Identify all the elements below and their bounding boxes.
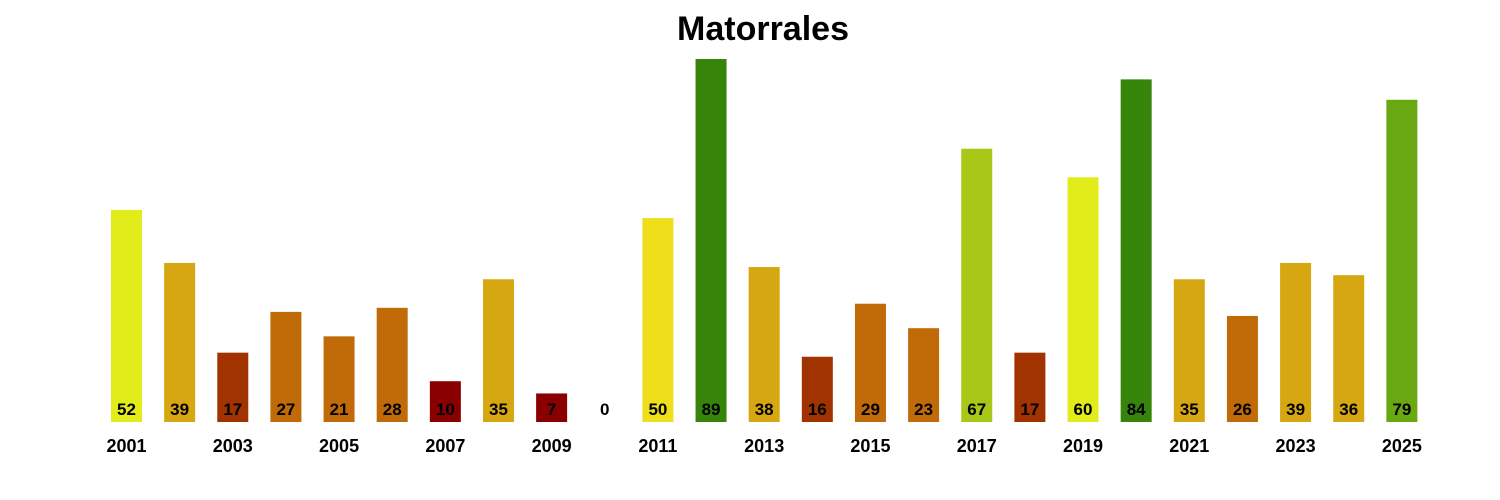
x-tick-label: 2003 xyxy=(213,436,253,456)
bar-value-label: 26 xyxy=(1233,400,1252,419)
bar-value-label: 27 xyxy=(276,400,295,419)
chart-title: Matorrales xyxy=(677,10,849,48)
bar-value-label: 10 xyxy=(436,400,455,419)
bar-2003 xyxy=(217,352,249,422)
bar-2012 xyxy=(695,59,727,422)
bar-2001 xyxy=(111,209,142,422)
bar-value-label: 35 xyxy=(1180,400,1199,419)
bar-value-label: 89 xyxy=(702,400,721,419)
x-tick-label: 2005 xyxy=(319,436,359,456)
x-tick-label: 2017 xyxy=(957,436,997,456)
bar-2015 xyxy=(854,303,886,422)
bar-2002 xyxy=(164,262,196,422)
bar-2006 xyxy=(376,307,408,422)
x-tick-label: 2001 xyxy=(106,436,146,456)
bar-value-label: 0 xyxy=(600,400,609,419)
bar-value-label: 21 xyxy=(330,400,349,419)
bar-value-label: 67 xyxy=(967,400,986,419)
x-tick-label: 2023 xyxy=(1276,436,1316,456)
x-tick-label: 2007 xyxy=(425,436,465,456)
bar-value-label: 29 xyxy=(861,400,880,419)
bar-2013 xyxy=(748,267,780,422)
x-tick-label: 2019 xyxy=(1063,436,1103,456)
bar-2005 xyxy=(323,336,355,422)
bar-2008 xyxy=(482,279,514,422)
bar-value-label: 84 xyxy=(1127,400,1146,419)
bars-group xyxy=(111,59,1418,423)
x-tick-label: 2015 xyxy=(850,436,890,456)
bar-2011 xyxy=(642,218,674,422)
bar-value-label: 36 xyxy=(1339,400,1358,419)
x-tick-label: 2021 xyxy=(1169,436,1209,456)
bar-value-label: 17 xyxy=(1020,400,1039,419)
bar-2023 xyxy=(1280,262,1312,422)
bar-2016 xyxy=(908,328,940,422)
x-tick-label: 2013 xyxy=(744,436,784,456)
bar-value-label: 7 xyxy=(547,400,556,419)
bar-value-label: 79 xyxy=(1392,400,1411,419)
bar-2021 xyxy=(1173,279,1205,422)
bar-value-label: 38 xyxy=(755,400,774,419)
bar-2022 xyxy=(1226,315,1258,422)
bar-2018 xyxy=(1014,352,1046,422)
bar-value-label: 39 xyxy=(1286,400,1305,419)
bar-value-label: 52 xyxy=(117,400,136,419)
bar-value-label: 23 xyxy=(914,400,933,419)
bar-value-label: 50 xyxy=(648,400,667,419)
bar-2024 xyxy=(1333,275,1365,422)
bar-value-label: 60 xyxy=(1074,400,1093,419)
bar-value-label: 17 xyxy=(223,400,242,419)
bar-2025 xyxy=(1386,99,1418,422)
x-tick-label: 2009 xyxy=(532,436,572,456)
x-axis-tick-labels: 2001 2003 2005 2007 2009 2011 2013 2015 2017 2019… xyxy=(106,436,1421,456)
bar-2009 xyxy=(536,393,568,422)
bar-value-label: 35 xyxy=(489,400,508,419)
x-tick-label: 2025 xyxy=(1382,436,1422,456)
bar-2007 xyxy=(429,381,461,422)
bar-2004 xyxy=(270,311,302,422)
value-labels-group: 52 39 17 27 21 28 10 35 7 0 50 89 38 16 29 23 67 17 60 84 35… xyxy=(117,400,1411,419)
bar-value-label: 39 xyxy=(170,400,189,419)
x-tick-label: 2011 xyxy=(638,436,677,456)
bar-2017 xyxy=(961,148,993,423)
bar-2014 xyxy=(801,356,833,422)
bar-2020 xyxy=(1120,79,1152,422)
bar-2019 xyxy=(1067,177,1099,422)
bar-value-label: 16 xyxy=(808,400,827,419)
bar-value-label: 28 xyxy=(383,400,402,419)
